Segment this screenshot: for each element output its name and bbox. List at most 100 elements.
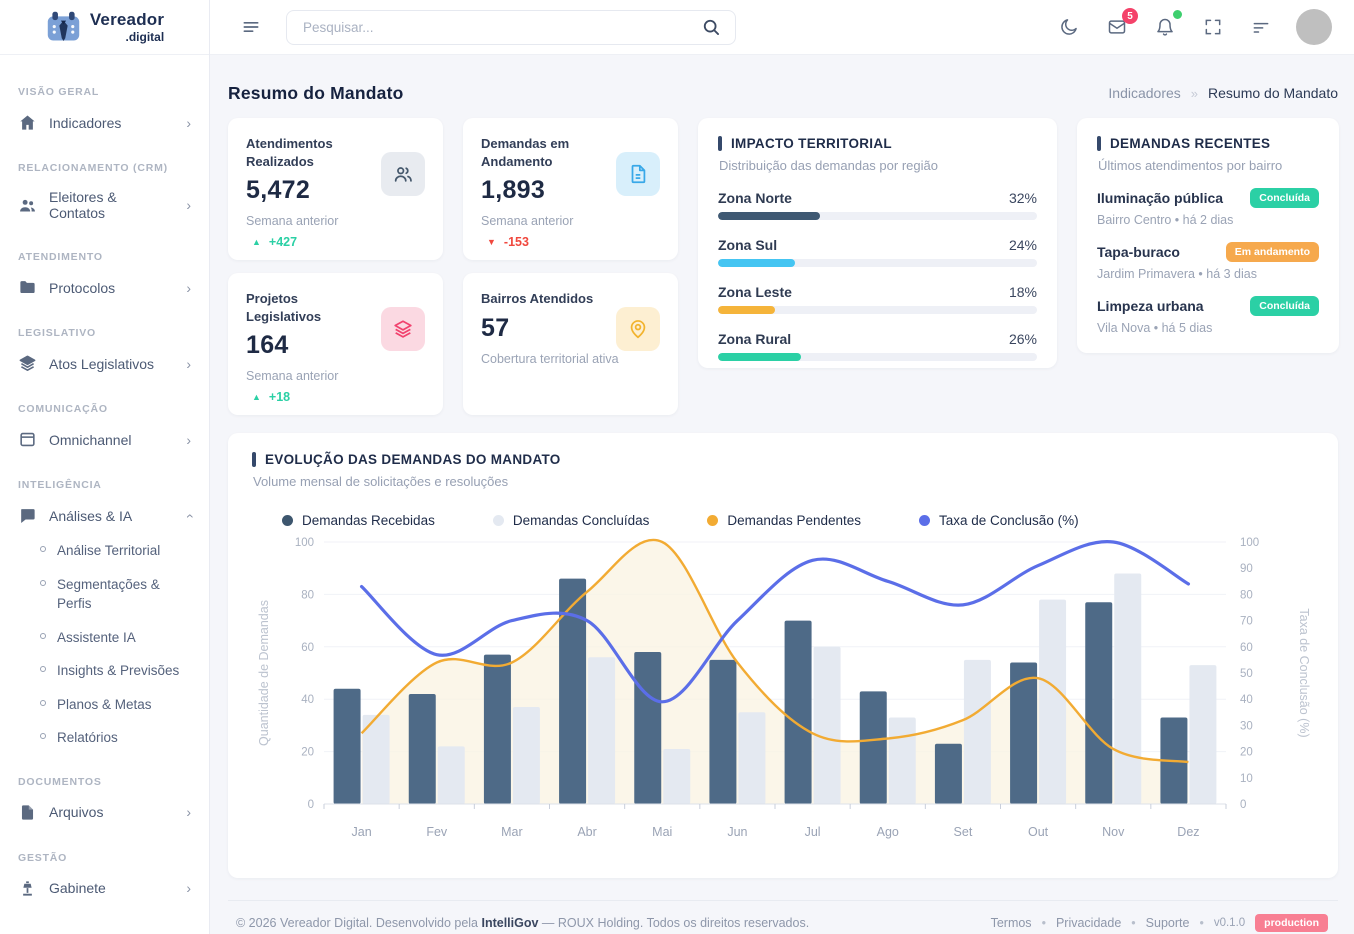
kpi-value: 5,472	[246, 176, 311, 205]
chevron-right-icon: ›	[186, 197, 191, 213]
legend-item-demandas-recebidas[interactable]: Demandas Recebidas	[282, 513, 435, 528]
sidebar-subitem-assistente-ia[interactable]: Assistente IA	[36, 621, 195, 655]
sidebar-subitem-insights-previsoes[interactable]: Insights & Previsões	[36, 654, 195, 688]
bullet-icon	[40, 546, 46, 552]
chevron-right-icon: ›	[186, 880, 191, 897]
legend-item-demandas-pendentes[interactable]: Demandas Pendentes	[707, 513, 861, 528]
sidebar-subitem-segmentacoes-perfis[interactable]: Segmentações & Perfis	[36, 568, 195, 621]
search-bar	[286, 9, 736, 45]
svg-text:Out: Out	[1028, 825, 1049, 839]
bell-icon[interactable]	[1148, 8, 1184, 44]
progress-track	[718, 212, 1037, 220]
brand-logo[interactable]: Vereador .digital	[0, 0, 209, 55]
sidebar-item-label: Eleitores & Contatos	[49, 189, 117, 221]
demand-title: Iluminação pública	[1097, 190, 1224, 206]
svg-text:70: 70	[1240, 616, 1253, 628]
bullet-icon	[40, 699, 46, 706]
sidebar-subitem-analise-territorial[interactable]: Análise Territorial	[36, 534, 195, 568]
svg-text:60: 60	[301, 642, 314, 654]
svg-text:10: 10	[1240, 773, 1253, 785]
svg-text:Nov: Nov	[1102, 825, 1125, 839]
territorial-row-zona-rural: Zona Rural 26%	[718, 331, 1037, 361]
status-badge: Em andamento	[1225, 242, 1319, 262]
svg-text:Mar: Mar	[501, 825, 523, 839]
filter-icon[interactable]	[1244, 10, 1278, 44]
breadcrumb-indicadores[interactable]: Indicadores	[1108, 85, 1181, 101]
territorial-panel: IMPACTO TERRITORIAL Distribuição das dem…	[698, 118, 1057, 368]
footer-link-termos[interactable]: Termos	[990, 916, 1032, 930]
progress-track	[718, 259, 1037, 267]
legend-label: Demandas Pendentes	[727, 513, 861, 528]
sidebar-caption-comunicacao: COMUNICAÇÃO	[18, 403, 108, 415]
svg-text:Dez: Dez	[1177, 825, 1199, 839]
sidebar-subitem-relatorios[interactable]: Relatórios	[36, 721, 195, 755]
sidebar-item-indicadores[interactable]: Indicadores ›	[14, 104, 195, 141]
territorial-title: IMPACTO TERRITORIAL	[731, 136, 892, 151]
kpi-trend: ▲ +427	[246, 235, 425, 249]
sidebar-subitem-planos-metas[interactable]: Planos & Metas	[36, 688, 195, 722]
svg-text:30: 30	[1240, 720, 1253, 732]
progress-fill	[718, 259, 795, 267]
kpi-subtitle: Cobertura territorial ativa	[481, 351, 619, 366]
territorial-row-zona-norte: Zona Norte 32%	[718, 190, 1037, 220]
sidebar-subitem-label: Assistente IA	[57, 629, 136, 645]
footer-link-suporte[interactable]: Suporte	[1145, 916, 1190, 930]
sidebar-item-label: Gabinete	[49, 880, 106, 897]
sidebar-item-omnichannel[interactable]: Omnichannel ›	[14, 421, 195, 458]
demands-evolution-chart: 0 20 40 60 80 100 0 10 20 30 40 50 60 70 80 90 100 Jan Fev…	[252, 530, 1314, 853]
brand-suffix: .digital	[125, 30, 165, 44]
sidebar-item-atos-legislativos[interactable]: Atos Legislativos ›	[14, 345, 195, 382]
zone-percent: 26%	[1008, 331, 1037, 347]
sidebar-item-eleitores-contatos[interactable]: Eleitores & Contatos ›	[14, 180, 195, 230]
env-badge: production	[1255, 914, 1328, 932]
legend-item-demandas-concluidas[interactable]: Demandas Concluídas	[492, 513, 649, 528]
avatar[interactable]	[1296, 9, 1332, 45]
kpi-trend-value: -153	[503, 234, 529, 249]
zone-percent: 32%	[1008, 190, 1037, 206]
sidebar-item-gabinete[interactable]: Gabinete ›	[14, 870, 195, 907]
kpi-title: Projetos Legislativos	[246, 291, 322, 324]
sidebar-item-label: Omnichannel	[49, 431, 132, 448]
legend-item-taxa-de-conclusao[interactable]: Taxa de Conclusão (%)	[919, 513, 1079, 528]
recent-title: DEMANDAS RECENTES	[1110, 136, 1271, 151]
search-icon[interactable]	[699, 15, 723, 39]
menu-icon[interactable]	[234, 10, 268, 44]
sidebar-submenu: Análise Territorial Segmentações & Perfis…	[14, 534, 195, 755]
layers-icon	[381, 307, 425, 351]
svg-text:50: 50	[1240, 668, 1253, 680]
footer-link-privacidade[interactable]: Privacidade	[1055, 916, 1122, 930]
kpi-card-projetos-legislativos: Projetos Legislativos 164 Semana anterio…	[228, 273, 443, 415]
sidebar-subitem-label: Insights & Previsões	[57, 663, 180, 679]
kpi-card-demandas-em-andamento: Demandas em Andamento 1,893 Semana anter…	[463, 118, 678, 260]
bell-badge	[1171, 8, 1184, 21]
chat-icon	[18, 506, 37, 525]
bullet-icon	[40, 579, 46, 586]
recent-item-iluminacao-publica: Iluminação pública Concluída Bairro Cent…	[1097, 188, 1319, 227]
svg-text:Quantidade de Demandas: Quantidade de Demandas	[257, 600, 271, 746]
breadcrumb-current: Resumo do Mandato	[1208, 85, 1338, 101]
kpi-subtitle: Semana anterior	[481, 214, 574, 229]
moon-icon[interactable]	[1052, 10, 1086, 44]
kpi-subtitle: Semana anterior	[246, 369, 339, 384]
svg-text:Mai: Mai	[652, 825, 672, 839]
sidebar-item-analises-ia[interactable]: Análises & IA ›	[14, 497, 197, 534]
sidebar-item-label: Protocolos	[49, 279, 116, 296]
svg-text:60: 60	[1240, 642, 1253, 654]
search-input[interactable]	[303, 19, 699, 35]
sidebar-item-arquivos[interactable]: Arquivos ›	[14, 794, 195, 831]
sidebar-item-protocolos[interactable]: Protocolos ›	[14, 269, 195, 306]
sidebar-item-label: Arquivos	[49, 804, 104, 821]
fullscreen-icon[interactable]	[1196, 10, 1230, 44]
panel-accent	[718, 136, 722, 151]
sidebar: Vereador .digital VISÃO GERAL Indicadores…	[0, 0, 210, 934]
recent-panel: DEMANDAS RECENTES Últimos atendimentos p…	[1077, 118, 1339, 353]
status-badge: Concluída	[1250, 296, 1319, 316]
svg-text:40: 40	[1240, 694, 1253, 706]
svg-text:20: 20	[301, 747, 314, 759]
mail-icon[interactable]: 5	[1100, 8, 1138, 44]
legend-label: Demandas Recebidas	[302, 513, 435, 528]
zone-label: Zona Norte	[718, 190, 792, 206]
chevron-right-icon: ›	[186, 804, 191, 821]
sidebar-caption-relacionamento-crm: RELACIONAMENTO (CRM)	[18, 162, 168, 174]
kpi-trend: ▼ -153	[481, 235, 660, 249]
